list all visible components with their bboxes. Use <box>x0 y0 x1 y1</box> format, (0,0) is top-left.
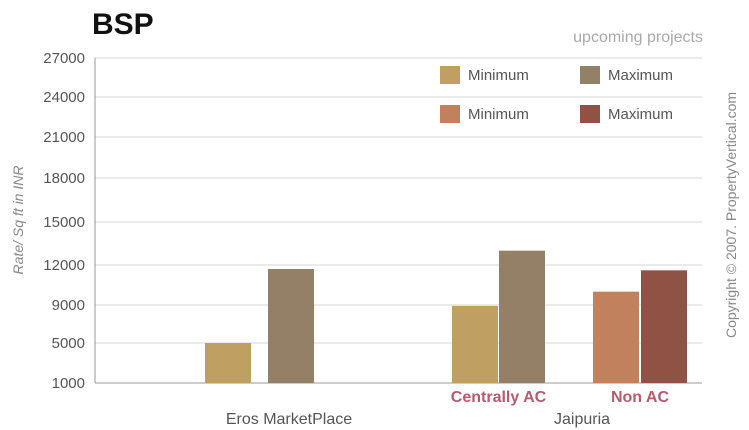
bar-maximum <box>499 250 545 383</box>
y-tick-label: 27000 <box>43 50 85 67</box>
subgroup-label: Centrally AC <box>451 389 547 406</box>
group-label: Jaipuria <box>554 411 610 428</box>
y-tick-label: 21000 <box>43 129 85 146</box>
group-label: Eros MarketPlace <box>226 411 352 428</box>
y-tick-label: 18000 <box>43 170 85 187</box>
legend-label: Maximum <box>608 67 673 84</box>
grid-lines <box>94 57 702 384</box>
bars <box>205 250 687 383</box>
legend: Minimum Maximum Minimum Maximum <box>440 66 673 123</box>
chart-subtitle: upcoming projects <box>573 29 703 46</box>
legend-swatch <box>580 66 600 84</box>
y-tick-label: 1000 <box>52 375 85 392</box>
legend-label: Minimum <box>468 67 529 84</box>
legend-swatch <box>580 105 600 123</box>
y-ticks: 27000 24000 21000 18000 15000 12000 9000 5000 10… <box>43 50 85 392</box>
chart-title: BSP <box>92 8 154 41</box>
bar-minimum <box>452 305 498 383</box>
legend-swatch <box>440 66 460 84</box>
y-tick-label: 15000 <box>43 214 85 231</box>
bar-minimum <box>205 343 251 383</box>
bar-maximum <box>268 269 314 383</box>
y-tick-label: 24000 <box>43 89 85 106</box>
legend-swatch <box>440 105 460 123</box>
copyright-text: Copyright © 2007. PropertyVertical.com <box>723 92 739 338</box>
bar-maximum <box>641 270 687 383</box>
y-tick-label: 12000 <box>43 257 85 274</box>
y-tick-label: 9000 <box>52 297 85 314</box>
bar-minimum <box>593 291 639 383</box>
legend-label: Minimum <box>468 106 529 123</box>
subgroup-label: Non AC <box>611 389 670 406</box>
category-labels: Eros MarketPlace Centrally AC Non ACJaipur… <box>226 389 670 428</box>
legend-label: Maximum <box>608 106 673 123</box>
y-tick-label: 5000 <box>52 335 85 352</box>
y-axis-label: Rate/ Sq ft in INR <box>10 166 26 275</box>
